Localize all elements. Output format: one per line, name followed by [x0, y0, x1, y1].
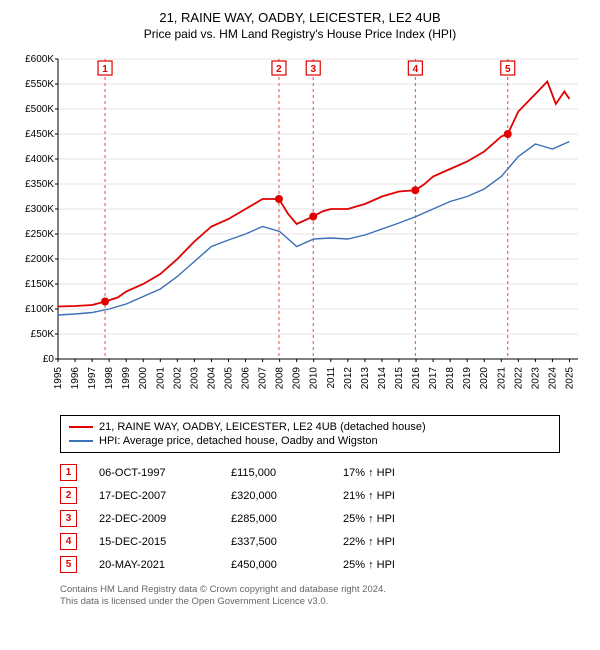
svg-text:2013: 2013 [360, 367, 371, 390]
footer-line-1: Contains HM Land Registry data © Crown c… [60, 584, 560, 596]
svg-text:1996: 1996 [70, 367, 81, 390]
svg-text:2002: 2002 [172, 367, 183, 390]
svg-text:1999: 1999 [121, 367, 132, 390]
svg-text:£200K: £200K [25, 254, 54, 265]
transaction-date: 06-OCT-1997 [99, 467, 209, 479]
svg-text:2019: 2019 [462, 367, 473, 390]
svg-text:£250K: £250K [25, 229, 54, 240]
svg-text:1: 1 [102, 64, 108, 75]
footer-line-2: This data is licensed under the Open Gov… [60, 596, 560, 608]
legend-row: HPI: Average price, detached house, Oadb… [69, 434, 551, 448]
svg-text:3: 3 [310, 64, 316, 75]
svg-text:£0: £0 [43, 354, 55, 365]
svg-text:2007: 2007 [258, 367, 269, 390]
transaction-pct: 21% ↑ HPI [343, 490, 433, 502]
svg-text:2022: 2022 [513, 367, 524, 390]
footer-attribution: Contains HM Land Registry data © Crown c… [60, 584, 560, 609]
transaction-pct: 22% ↑ HPI [343, 536, 433, 548]
svg-text:2017: 2017 [428, 367, 439, 390]
transaction-date: 17-DEC-2007 [99, 490, 209, 502]
transaction-row: 2 17-DEC-2007 £320,000 21% ↑ HPI [60, 484, 560, 507]
svg-text:2003: 2003 [189, 367, 200, 390]
legend-row: 21, RAINE WAY, OADBY, LEICESTER, LE2 4UB… [69, 420, 551, 434]
svg-text:1998: 1998 [104, 367, 115, 390]
svg-text:4: 4 [413, 64, 419, 75]
legend-swatch [69, 440, 93, 442]
legend-swatch [69, 426, 93, 428]
transaction-price: £337,500 [231, 536, 321, 548]
transaction-pct: 25% ↑ HPI [343, 559, 433, 571]
svg-text:£100K: £100K [25, 304, 54, 315]
svg-text:£50K: £50K [31, 329, 55, 340]
svg-text:£300K: £300K [25, 204, 54, 215]
transaction-row: 1 06-OCT-1997 £115,000 17% ↑ HPI [60, 461, 560, 484]
svg-text:2004: 2004 [206, 367, 217, 390]
svg-text:2012: 2012 [343, 367, 354, 390]
svg-text:£500K: £500K [25, 104, 54, 115]
svg-text:2: 2 [276, 64, 282, 75]
svg-text:2000: 2000 [138, 367, 149, 390]
svg-text:£450K: £450K [25, 129, 54, 140]
svg-text:2011: 2011 [326, 367, 337, 389]
svg-text:1997: 1997 [87, 367, 98, 390]
transaction-price: £115,000 [231, 467, 321, 479]
svg-text:2005: 2005 [223, 367, 234, 390]
legend-box: 21, RAINE WAY, OADBY, LEICESTER, LE2 4UB… [60, 415, 560, 453]
transaction-pct: 25% ↑ HPI [343, 513, 433, 525]
transaction-pct: 17% ↑ HPI [343, 467, 433, 479]
svg-text:5: 5 [505, 64, 511, 75]
chart-svg: £0 £50K £100K £150K £200K £250K £300K £350K £400… [10, 49, 590, 409]
svg-text:£350K: £350K [25, 179, 54, 190]
transaction-badge: 1 [60, 464, 77, 481]
legend-label: 21, RAINE WAY, OADBY, LEICESTER, LE2 4UB… [99, 421, 426, 433]
svg-text:£550K: £550K [25, 79, 54, 90]
svg-text:2025: 2025 [564, 367, 575, 390]
svg-text:2023: 2023 [530, 367, 541, 390]
svg-text:2021: 2021 [496, 367, 507, 390]
transaction-row: 3 22-DEC-2009 £285,000 25% ↑ HPI [60, 507, 560, 530]
transaction-badge: 2 [60, 487, 77, 504]
transaction-badge: 3 [60, 510, 77, 527]
svg-text:2020: 2020 [479, 367, 490, 390]
svg-text:2008: 2008 [275, 367, 286, 390]
svg-text:2006: 2006 [241, 367, 252, 390]
transaction-price: £320,000 [231, 490, 321, 502]
transaction-date: 22-DEC-2009 [99, 513, 209, 525]
chart-subtitle: Price paid vs. HM Land Registry's House … [10, 27, 590, 41]
transaction-row: 5 20-MAY-2021 £450,000 25% ↑ HPI [60, 553, 560, 576]
svg-text:£600K: £600K [25, 54, 54, 65]
transaction-badge: 4 [60, 533, 77, 550]
svg-text:2009: 2009 [292, 367, 303, 390]
legend-label: HPI: Average price, detached house, Oadb… [99, 435, 378, 447]
transactions-table: 1 06-OCT-1997 £115,000 17% ↑ HPI 2 17-DEC-200… [60, 461, 560, 576]
page-container: 21, RAINE WAY, OADBY, LEICESTER, LE2 4UB… [0, 0, 600, 617]
svg-text:£150K: £150K [25, 279, 54, 290]
svg-text:2024: 2024 [547, 367, 558, 390]
svg-text:2014: 2014 [377, 367, 388, 390]
svg-text:2001: 2001 [155, 367, 166, 390]
transaction-price: £450,000 [231, 559, 321, 571]
chart-title: 21, RAINE WAY, OADBY, LEICESTER, LE2 4UB [10, 10, 590, 25]
svg-text:2015: 2015 [394, 367, 405, 390]
transaction-row: 4 15-DEC-2015 £337,500 22% ↑ HPI [60, 530, 560, 553]
chart-area: £0 £50K £100K £150K £200K £250K £300K £350K £400… [10, 49, 590, 409]
svg-text:2010: 2010 [309, 367, 320, 390]
transaction-date: 20-MAY-2021 [99, 559, 209, 571]
svg-text:2018: 2018 [445, 367, 456, 390]
transaction-date: 15-DEC-2015 [99, 536, 209, 548]
svg-text:1995: 1995 [53, 367, 64, 390]
svg-text:2016: 2016 [411, 367, 422, 390]
transaction-price: £285,000 [231, 513, 321, 525]
transaction-badge: 5 [60, 556, 77, 573]
svg-text:£400K: £400K [25, 154, 54, 165]
